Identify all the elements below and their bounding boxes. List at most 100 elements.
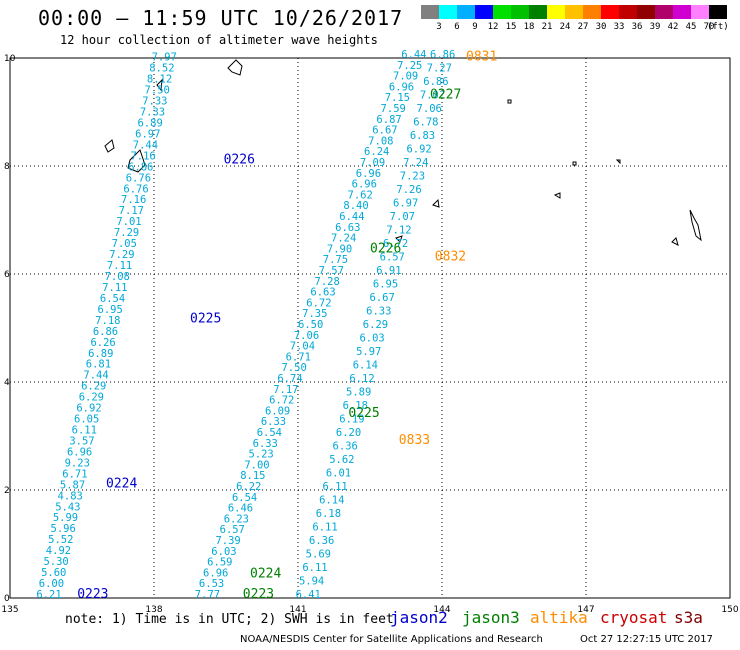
island-outline [507,99,512,104]
wave-height-value: 6.97 [393,198,418,210]
legend-cryosat: cryosat [600,608,668,627]
pass-label: 0831 [466,50,497,65]
color-swatch [619,5,637,19]
legend-jason3: jason3 [462,608,520,627]
wave-height-value: 5.97 [356,346,381,358]
wave-height-value: 8.52 [149,63,174,75]
wave-height-value: 7.11 [102,282,127,294]
wave-height-value: 6.12 [349,373,374,385]
color-scale-label: 27 [577,22,589,32]
footnote: note: 1) Time is in UTC; 2) SWH is in fe… [65,612,394,627]
wave-height-value: 6.36 [309,535,334,547]
x-tick-label: 150 [721,605,738,615]
wave-height-value: 6.67 [372,125,397,137]
color-swatch [565,5,583,19]
island-outline [395,235,403,243]
island-outline [615,159,621,165]
wave-height-value: 6.86 [128,161,153,173]
wave-height-value: 8.40 [343,200,368,212]
color-scale-label: 6 [454,22,460,32]
wave-height-value: 5.23 [248,449,273,461]
wave-height-value: 6.54 [100,293,125,305]
color-scale-label: 33 [613,22,625,32]
color-swatch [421,5,439,19]
color-swatch [601,5,619,19]
x-tick-label: 144 [433,605,450,615]
color-swatch [475,5,493,19]
wave-height-value: 6.20 [336,427,361,439]
wave-height-value: 7.29 [114,227,139,239]
wave-height-value: 6.21 [36,589,61,601]
pass-label: 0225 [190,312,221,327]
wave-height-value: 7.01 [116,216,141,228]
color-scale-label: 42 [667,22,679,32]
wave-height-value: 6.92 [406,144,431,156]
wave-height-value: 7.25 [397,60,422,72]
x-tick-label: 141 [289,605,306,615]
color-scale-label: 15 [505,22,517,32]
wave-height-value: 6.87 [376,114,401,126]
wave-height-value: 6.18 [343,400,368,412]
wave-height-value: 6.67 [370,292,395,304]
y-tick-label: 6 [4,270,10,280]
wave-height-value: 7.62 [348,189,373,201]
wave-height-value: 6.11 [72,425,97,437]
pass-label: 0832 [435,250,466,265]
pass-label: 0227 [430,88,461,103]
wave-height-value: 6.95 [98,304,123,316]
wave-height-value: 6.00 [39,578,64,590]
x-tick-label: 147 [577,605,594,615]
wave-height-value: 6.54 [232,492,257,504]
wave-height-value: 7.23 [400,171,425,183]
wave-height-value: 6.63 [335,222,360,234]
island-outline [671,237,679,246]
pass-label: 0833 [399,433,430,448]
wave-height-value: 7.26 [396,184,421,196]
island-outline [432,198,440,208]
pass-label: 0224 [250,566,281,581]
wave-height-value: 7.28 [315,276,340,288]
wave-height-value: 6.29 [81,381,106,393]
wave-height-value: 7.24 [403,157,428,169]
color-scale-label: 30 [595,22,607,32]
y-tick-label: 2 [4,486,10,496]
y-tick-label: 10 [4,54,16,64]
wave-height-value: 6.74 [277,373,302,385]
wave-height-value: 6.76 [123,183,148,195]
wave-height-value: 5.62 [329,454,354,466]
color-swatch [637,5,655,19]
wave-height-value: 6.33 [253,438,278,450]
wave-height-value: 6.46 [228,503,253,515]
color-scale-label: 9 [472,22,478,32]
wave-height-value: 6.19 [339,414,364,426]
wave-height-value: 6.95 [373,279,398,291]
wave-height-value: 6.89 [88,348,113,360]
wave-height-value: 6.33 [261,416,286,428]
color-swatch [709,5,727,19]
pass-label: 0223 [243,587,274,602]
wave-height-value: 6.11 [322,481,347,493]
wave-height-value: 6.96 [67,446,92,458]
wave-height-value: 6.63 [310,287,335,299]
color-scale-label: 12 [487,22,499,32]
x-tick-label: 138 [145,605,162,615]
color-scale-label: 24 [559,22,571,32]
wave-height-value: 6.59 [207,557,232,569]
legend-jason2: jason2 [390,608,448,627]
wave-height-value: 8.15 [240,470,265,482]
wave-height-value: 6.86 [423,76,448,88]
wave-height-value: 6.81 [86,359,111,371]
wave-height-value: 7.16 [130,150,155,162]
wave-height-value: 7.05 [112,238,137,250]
credit-line: NOAA/NESDIS Center for Satellite Applica… [240,634,543,645]
wave-height-value: 6.97 [135,128,160,140]
wave-height-value: 6.83 [410,130,435,142]
wave-height-value: 7.90 [327,243,352,255]
wave-height-value: 5.87 [60,479,85,491]
wave-height-value: 5.69 [306,549,331,561]
wave-height-value: 6.26 [90,337,115,349]
color-swatch [493,5,511,19]
color-scale-label: 18 [523,22,535,32]
island-outline [156,78,163,92]
